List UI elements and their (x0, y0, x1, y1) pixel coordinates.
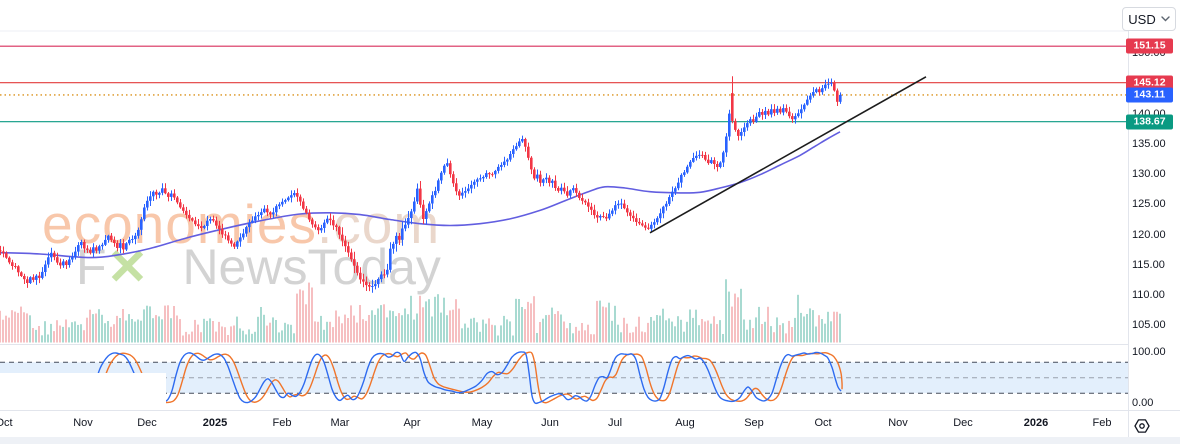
time-tick-Feb: Feb (272, 417, 292, 429)
stochastic-k-line (87, 351, 842, 405)
time-tick-Aug: Aug (675, 417, 695, 429)
time-tick-Jul: Jul (607, 417, 623, 429)
level-lines (0, 45, 1128, 123)
bottom-strip (0, 437, 1180, 444)
price-badge-151.15: 151.15 (1126, 38, 1173, 54)
time-tick-2026: 2026 (1023, 417, 1049, 429)
time-tick-Dec: Dec (137, 417, 157, 429)
white-overlay-box (0, 373, 166, 411)
price-badge-143.11: 143.11 (1126, 87, 1173, 103)
time-tick-Feb: Feb (1092, 417, 1112, 429)
time-tick-May: May (471, 417, 493, 429)
settings-icon[interactable] (1133, 417, 1151, 435)
price-tick-120.00: 120.00 (1132, 228, 1166, 241)
price-badge-145.12: 145.12 (1126, 75, 1173, 91)
price-tick-130.00: 130.00 (1132, 168, 1166, 181)
time-tick-Apr: Apr (403, 417, 421, 429)
time-tick-Nov: Nov (73, 417, 93, 429)
time-tick-Oct: Oct (814, 417, 832, 429)
time-tick-Sep: Sep (744, 417, 764, 429)
ma-line (0, 131, 841, 259)
price-tick-105.00: 105.00 (1132, 319, 1166, 332)
time-tick-Oct: Oct (0, 417, 13, 429)
settings-hexagon (1134, 419, 1150, 433)
candles (0, 76, 842, 293)
trendline[interactable] (649, 76, 927, 234)
time-tick-2025: 2025 (202, 417, 228, 429)
time-tick-Dec: Dec (953, 417, 973, 429)
time-tick-Nov: Nov (888, 417, 908, 429)
time-tick-Mar: Mar (330, 417, 350, 429)
currency-label: USD (1128, 11, 1156, 27)
price-tick-115.00: 115.00 (1132, 258, 1165, 271)
price-tick-135.00: 135.00 (1132, 137, 1166, 150)
volume-bars (0, 279, 841, 343)
price-tick-125.00: 125.00 (1132, 198, 1166, 211)
oscillator-tick-0.00: 0.00 (1132, 397, 1154, 409)
price-badge-138.67: 138.67 (1126, 114, 1173, 130)
currency-dropdown[interactable]: USD (1122, 7, 1176, 31)
settings-dot (1139, 423, 1145, 429)
chevron-down-icon (1161, 16, 1170, 22)
oscillator-tick-100.00: 100.00 (1132, 345, 1166, 358)
price-tick-110.00: 110.00 (1132, 289, 1165, 302)
time-tick-Jun: Jun (541, 417, 559, 429)
stochastic-d-line (93, 351, 843, 404)
stochastic-pane (0, 351, 1128, 405)
